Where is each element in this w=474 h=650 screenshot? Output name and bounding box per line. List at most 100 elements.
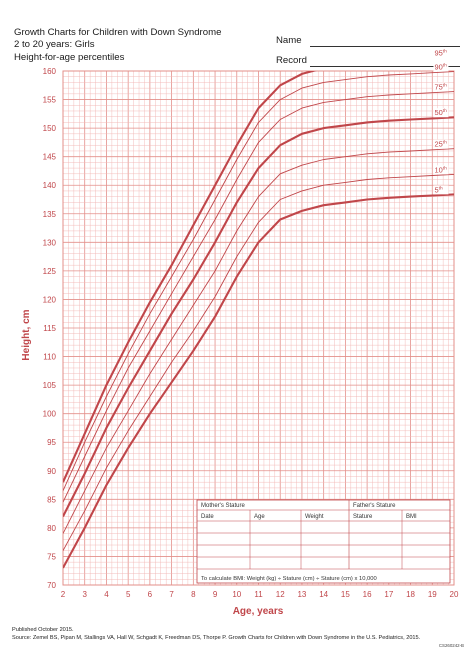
bmi-col-header: Age <box>254 514 265 520</box>
footer-published: Published October 2015. <box>12 627 74 633</box>
y-tick-label: 80 <box>47 524 56 533</box>
x-tick-label: 18 <box>406 590 415 599</box>
x-tick-label: 16 <box>363 590 372 599</box>
y-tick-label: 95 <box>47 438 56 447</box>
percentile-label-bg <box>433 139 449 149</box>
y-axis-label: Height, cm <box>21 309 32 360</box>
x-tick-label: 13 <box>297 590 306 599</box>
x-tick-label: 15 <box>341 590 350 599</box>
x-tick-label: 20 <box>450 590 459 599</box>
y-tick-label: 120 <box>43 295 57 304</box>
y-tick-label: 125 <box>43 267 57 276</box>
bmi-col-header: Date <box>201 514 214 520</box>
percentile-curve-5 <box>63 193 454 569</box>
percentile-label-5: 5th <box>434 185 443 194</box>
percentile-label-bg <box>433 108 449 118</box>
bmi-table-border <box>196 499 451 584</box>
percentile-labels: 5th 10th 25th 50th 75th 90th 95th <box>433 48 449 195</box>
percentile-curve-25 <box>63 148 454 534</box>
x-tick-label: 17 <box>384 590 393 599</box>
percentile-suffix: th <box>443 108 447 114</box>
percentile-suffix: th <box>443 48 447 54</box>
y-tick-label: 85 <box>47 495 56 504</box>
tick-labels: 2 3 4 5 6 7 8 9 10 11 12 13 14 15 16 17 18 19 20 70 75 80 85 90… <box>43 67 459 599</box>
mother-stature-label: Mother's Stature <box>201 503 245 509</box>
percentile-label-90: 90th <box>434 63 447 72</box>
chart-title-line3: Height-for-age percentiles <box>14 51 125 63</box>
name-label: Name <box>276 34 302 46</box>
chart-title-line2: 2 to 20 years: Girls <box>14 39 95 51</box>
record-row: Record <box>276 47 460 67</box>
x-tick-label: 14 <box>319 590 328 599</box>
chart-title-line1: Growth Charts for Children with Down Syn… <box>14 27 222 38</box>
percentile-label-bg <box>433 48 449 58</box>
percentile-label-bg <box>433 62 449 72</box>
percentile-label-bg <box>433 185 449 195</box>
x-tick-label: 12 <box>276 590 285 599</box>
plot-border <box>62 70 455 586</box>
x-tick-label: 11 <box>254 590 263 599</box>
y-tick-label: 135 <box>43 210 57 219</box>
y-tick-label: 150 <box>43 124 57 133</box>
grid <box>62 70 455 586</box>
chart-header: Growth Charts for Children with Down Syn… <box>14 27 221 64</box>
patient-form: Name Record <box>276 27 460 67</box>
x-tick-label: 2 <box>61 590 66 599</box>
percentile-curve-90 <box>63 71 454 491</box>
percentile-suffix: th <box>439 185 443 191</box>
father-stature-label: Father's Stature <box>353 503 396 509</box>
percentile-suffix: th <box>443 140 447 146</box>
x-tick-label: 6 <box>148 590 153 599</box>
record-field[interactable] <box>310 56 460 67</box>
footer: Published October 2015. Source: Zemel BS… <box>12 627 420 642</box>
y-tick-label: 100 <box>43 410 57 419</box>
percentile-label-95: 95th <box>434 48 447 57</box>
bmi-col-header: BMI <box>406 514 417 520</box>
x-axis-label: Age, years <box>233 606 284 617</box>
percentile-label-10: 10th <box>434 165 447 174</box>
x-tick-label: 5 <box>126 590 131 599</box>
bmi-col-header: Stature <box>353 514 373 520</box>
y-tick-label: 155 <box>43 96 57 105</box>
percentile-suffix: th <box>443 165 447 171</box>
bmi-note: To calculate BMI: Weight (kg) ÷ Stature … <box>201 576 377 582</box>
x-tick-label: 4 <box>104 590 109 599</box>
record-label: Record <box>276 54 307 66</box>
bmi-table-background <box>197 500 450 583</box>
x-tick-label: 3 <box>82 590 87 599</box>
percentile-label-bg <box>433 82 449 92</box>
percentile-label-25: 25th <box>434 140 447 149</box>
y-tick-label: 140 <box>43 181 57 190</box>
x-tick-label: 9 <box>213 590 218 599</box>
percentile-suffix: th <box>443 63 447 69</box>
doc-code: CS260242-B <box>438 643 464 648</box>
percentile-curve-50 <box>63 116 454 517</box>
percentile-suffix: th <box>443 83 447 89</box>
name-row: Name <box>276 27 460 47</box>
x-tick-label: 7 <box>169 590 174 599</box>
footer-source: Source: Zemel BS, Pipan M, Stallings VA,… <box>12 634 421 641</box>
y-tick-label: 130 <box>43 238 57 247</box>
percentile-label-bg <box>433 165 449 175</box>
bmi-table: Mother's Stature Father's Stature Date Age W… <box>196 499 451 584</box>
percentile-label-50: 50th <box>434 108 447 117</box>
y-tick-label: 115 <box>43 324 56 333</box>
percentile-curve-75 <box>63 91 454 503</box>
y-tick-label: 70 <box>47 581 56 590</box>
y-tick-label: 110 <box>43 353 56 362</box>
x-tick-label: 10 <box>232 590 241 599</box>
percentile-curve-95 <box>63 71 317 483</box>
x-tick-label: 8 <box>191 590 196 599</box>
percentile-curve-10 <box>63 173 454 551</box>
y-tick-label: 90 <box>47 467 56 476</box>
percentile-curves <box>63 71 454 569</box>
x-tick-label: 19 <box>428 590 437 599</box>
name-field[interactable] <box>310 36 460 47</box>
y-tick-label: 75 <box>47 552 56 561</box>
percentile-label-75: 75th <box>434 83 447 92</box>
bmi-col-header: Weight <box>305 514 324 520</box>
y-tick-label: 145 <box>43 153 57 162</box>
y-tick-label: 160 <box>43 67 57 76</box>
y-tick-label: 105 <box>43 381 57 390</box>
